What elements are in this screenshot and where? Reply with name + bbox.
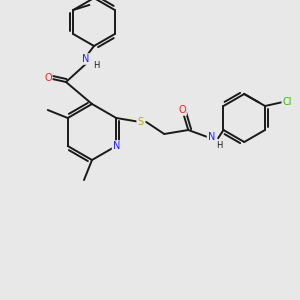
Text: O: O [178,105,186,115]
Text: S: S [137,117,143,127]
Text: O: O [44,73,52,83]
Text: N: N [208,132,215,142]
Text: H: H [216,140,223,149]
Text: N: N [112,141,120,151]
Text: H: H [93,61,99,70]
Text: N: N [82,54,90,64]
Text: Cl: Cl [282,97,292,107]
